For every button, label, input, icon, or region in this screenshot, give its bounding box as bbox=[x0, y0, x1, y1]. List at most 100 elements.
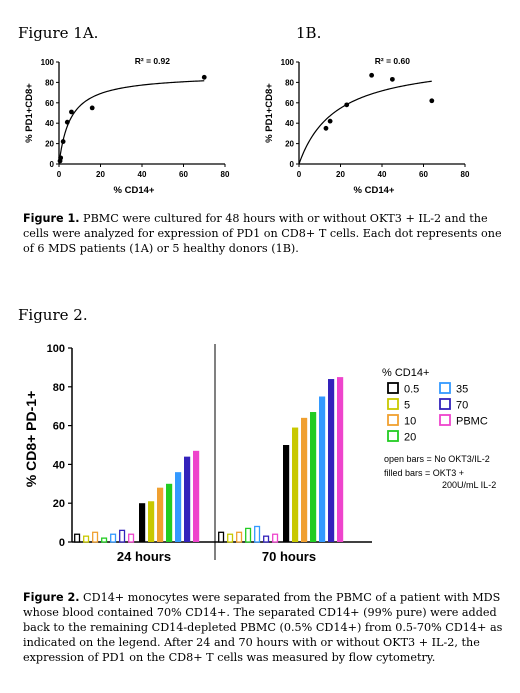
y-tick-label: 80 bbox=[45, 78, 54, 87]
open-bar bbox=[254, 525, 261, 543]
open-bar bbox=[128, 533, 135, 543]
open-bar bbox=[245, 527, 252, 543]
legend-label: 35 bbox=[456, 384, 468, 396]
y-tick-label: 40 bbox=[285, 119, 294, 128]
figure2-caption-line: CD14+ monocytes were separated from the … bbox=[79, 591, 501, 604]
data-point bbox=[369, 72, 375, 78]
y-tick-label: 0 bbox=[290, 160, 295, 169]
data-point bbox=[344, 102, 350, 108]
y-axis-label: % PD1+CD8+ bbox=[24, 83, 35, 143]
filled-bar bbox=[310, 412, 317, 542]
filled-bar bbox=[157, 487, 164, 542]
open-bar bbox=[83, 535, 90, 543]
filled-bar bbox=[148, 501, 155, 542]
data-point bbox=[201, 74, 207, 80]
legend-swatch bbox=[439, 398, 451, 410]
x-tick-label: 60 bbox=[419, 170, 428, 179]
x-tick-label: 0 bbox=[57, 170, 62, 179]
legend-label: 70 bbox=[456, 400, 468, 412]
figure2-caption-label: Figure 2. bbox=[23, 591, 80, 604]
figure2-caption-line: expression of PD1 on the CD8+ T cells wa… bbox=[23, 651, 436, 664]
y-tick-label: 100 bbox=[281, 58, 295, 67]
open-bar bbox=[119, 529, 126, 543]
y-tick-label: 20 bbox=[285, 140, 294, 149]
y-tick-label: 0 bbox=[59, 537, 65, 549]
x-tick-label: 40 bbox=[378, 170, 387, 179]
open-bar bbox=[74, 533, 81, 543]
filled-bar bbox=[319, 396, 326, 542]
figure2-caption-line: indicated on the legend. After 24 and 70… bbox=[23, 636, 480, 649]
y-axis-label: % PD1+CD8+ bbox=[264, 83, 275, 143]
x-tick-label: 20 bbox=[336, 170, 345, 179]
group-label: 24 hours bbox=[117, 549, 171, 564]
legend-label: 5 bbox=[404, 400, 410, 412]
filled-bar bbox=[193, 450, 200, 542]
open-bar bbox=[110, 533, 117, 543]
legend-label: 10 bbox=[404, 416, 416, 428]
open-bar bbox=[263, 535, 270, 543]
r-squared-annotation: R² = 0.60 bbox=[375, 56, 410, 66]
y-tick-label: 60 bbox=[53, 421, 65, 433]
legend-swatch bbox=[439, 382, 451, 394]
legend-note: open bars = No OKT3/IL-2 bbox=[384, 454, 490, 464]
figure1a-chart: 0 20 40 60 80 100 0 20 40 60 80 % CD14+ % PD1+CD8+ R²… bbox=[24, 56, 230, 196]
figure1a-title: Figure 1A. bbox=[18, 24, 99, 42]
y-tick-label: 0 bbox=[50, 160, 55, 169]
x-tick-label: 20 bbox=[96, 170, 105, 179]
filled-bar bbox=[184, 456, 191, 542]
legend-swatch bbox=[387, 414, 399, 426]
legend-note: 200U/mL IL-2 bbox=[442, 480, 496, 490]
figure1-caption-label: Figure 1. bbox=[23, 212, 80, 225]
y-tick-label: 40 bbox=[53, 459, 65, 471]
data-point bbox=[327, 118, 333, 124]
open-bar bbox=[218, 531, 225, 543]
figure2-caption-line: whose blood contained 70% CD14+. The sep… bbox=[23, 606, 497, 619]
open-bar bbox=[272, 533, 279, 543]
figure1-caption: Figure 1. PBMC were cultured for 48 hour… bbox=[23, 211, 513, 256]
x-tick-label: 40 bbox=[138, 170, 147, 179]
legend-swatch bbox=[439, 414, 451, 426]
filled-bar bbox=[175, 472, 182, 542]
legend-swatch bbox=[387, 398, 399, 410]
data-point bbox=[389, 76, 395, 82]
data-point bbox=[323, 125, 329, 131]
legend-label: 0.5 bbox=[404, 384, 419, 396]
open-bar bbox=[101, 537, 108, 543]
y-tick-label: 20 bbox=[45, 140, 54, 149]
x-tick-label: 0 bbox=[297, 170, 302, 179]
filled-bar bbox=[328, 379, 335, 542]
y-tick-label: 80 bbox=[53, 382, 65, 394]
figure1-caption-line: of 6 MDS patients (1A) or 5 healthy dono… bbox=[23, 242, 299, 255]
open-bar bbox=[227, 533, 234, 543]
filled-bar bbox=[166, 483, 173, 542]
filled-bar bbox=[139, 503, 146, 542]
legend-title: % CD14+ bbox=[382, 367, 429, 379]
figure1-caption-line: PBMC were cultured for 48 hours with or … bbox=[79, 212, 488, 225]
legend-label: 20 bbox=[404, 432, 416, 444]
x-tick-label: 80 bbox=[221, 170, 230, 179]
x-tick-label: 60 bbox=[179, 170, 188, 179]
y-tick-label: 100 bbox=[41, 58, 55, 67]
filled-bar bbox=[301, 417, 308, 542]
figure1b-chart: 0 20 40 60 80 100 0 20 40 60 80 % CD14+ % PD1+CD8+ R²… bbox=[264, 56, 470, 196]
open-bar bbox=[92, 531, 99, 543]
y-tick-label: 40 bbox=[45, 119, 54, 128]
y-tick-label: 80 bbox=[285, 78, 294, 87]
y-axis-label: % CD8+ PD-1+ bbox=[23, 391, 39, 487]
y-tick-label: 20 bbox=[53, 498, 65, 510]
filled-bar bbox=[283, 445, 290, 542]
legend-label: PBMC bbox=[456, 416, 488, 428]
group-label: 70 hours bbox=[262, 549, 316, 564]
filled-bar bbox=[337, 377, 344, 542]
legend-swatch bbox=[387, 430, 399, 442]
y-tick-label: 60 bbox=[285, 99, 294, 108]
x-tick-label: 80 bbox=[461, 170, 470, 179]
fit-curve bbox=[298, 80, 432, 165]
figure2-caption-line: back to the remaining CD14-depleted PBMC… bbox=[23, 621, 503, 634]
figure1-caption-line: cells were analyzed for expression of PD… bbox=[23, 227, 502, 240]
y-tick-label: 100 bbox=[47, 343, 65, 355]
figure1b-title: 1B. bbox=[296, 24, 322, 42]
fit-curve bbox=[58, 80, 205, 165]
data-point bbox=[429, 98, 435, 104]
r-squared-annotation: R² = 0.92 bbox=[135, 56, 170, 66]
